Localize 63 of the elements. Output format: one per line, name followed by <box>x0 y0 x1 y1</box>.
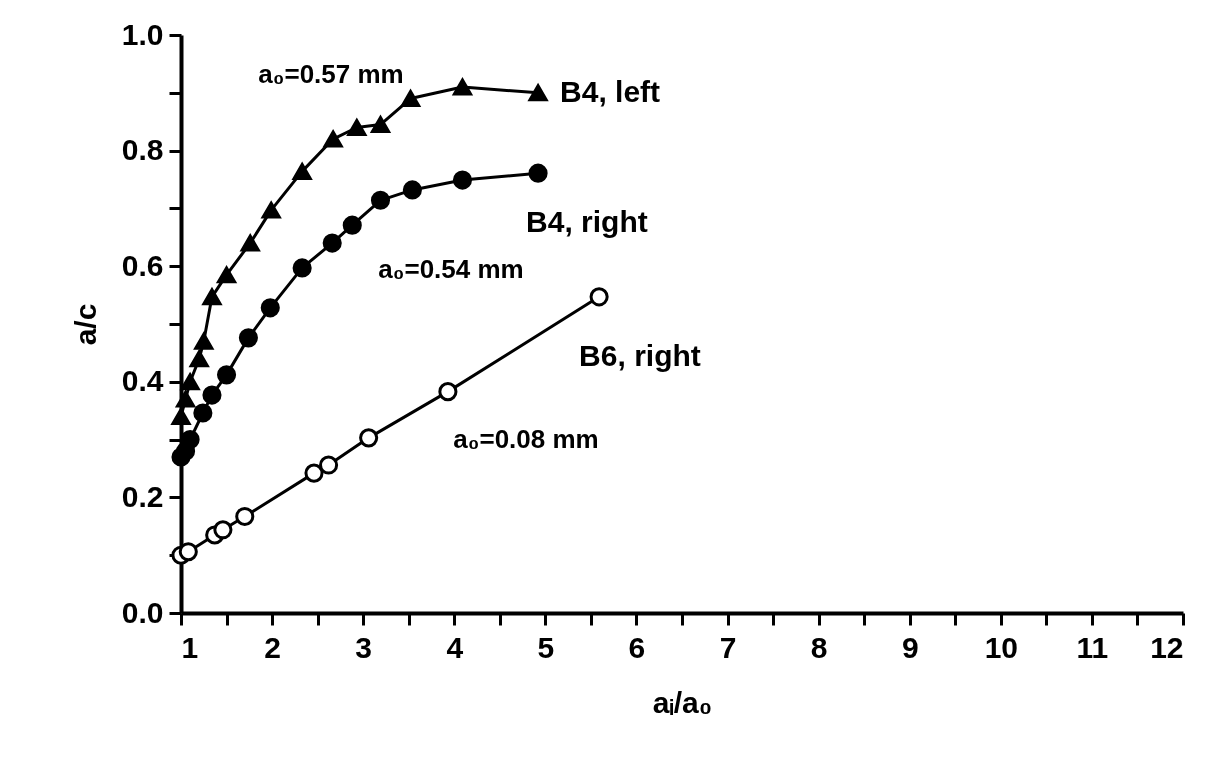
y-tick-label: 0.8 <box>121 133 164 167</box>
point <box>402 180 422 200</box>
point <box>370 190 391 210</box>
x-tick-label: 1 <box>181 630 199 664</box>
point <box>342 215 362 235</box>
point <box>589 287 609 307</box>
point <box>178 542 198 562</box>
x-tick-label: 9 <box>901 630 919 664</box>
y-tick-label: 0.4 <box>121 364 164 398</box>
point <box>370 116 391 134</box>
point <box>216 266 237 284</box>
point <box>240 234 260 252</box>
x-tick-label: 11 <box>1076 630 1109 664</box>
x-tick-label: 12 <box>1150 630 1184 664</box>
point <box>304 463 324 483</box>
series-label: B4, right <box>526 205 648 239</box>
series-label: B6, right <box>579 338 701 372</box>
point <box>193 403 213 423</box>
x-tick-label: 6 <box>628 630 646 664</box>
x-tick-label: 10 <box>984 630 1019 664</box>
y-axis-title: a/c <box>68 303 102 346</box>
point <box>261 201 281 219</box>
y-tick-label: 1.0 <box>121 17 164 51</box>
x-tick-label: 8 <box>810 630 828 664</box>
y-tick-label: 0.0 <box>121 595 164 629</box>
point <box>235 506 255 527</box>
x-axis-title: aᵢ/a₀ <box>652 685 713 719</box>
x-tick-label: 4 <box>446 630 464 664</box>
point <box>238 328 258 348</box>
point <box>260 298 280 318</box>
annotation: a₀=0.08 mm <box>453 424 599 454</box>
point <box>452 78 473 96</box>
x-tick-label: 7 <box>719 630 737 664</box>
x-tick-label: 3 <box>355 630 373 664</box>
x-tick-label: 5 <box>537 630 555 664</box>
point <box>202 385 222 405</box>
x-tick-label: 2 <box>264 630 281 664</box>
point <box>292 162 312 180</box>
point <box>171 408 191 425</box>
point <box>292 258 312 278</box>
point <box>175 390 196 408</box>
point <box>189 350 209 368</box>
annotation: a₀=0.54 mm <box>378 254 524 284</box>
point <box>347 119 367 136</box>
y-tick-label: 0.2 <box>121 479 164 513</box>
series-label: B4, left <box>560 74 661 108</box>
point <box>180 430 200 450</box>
point <box>194 332 214 350</box>
annotation: a₀=0.57 mm <box>258 59 404 89</box>
point <box>359 428 379 448</box>
point <box>452 170 473 190</box>
point <box>319 455 339 475</box>
point <box>216 365 237 385</box>
point <box>323 130 343 148</box>
point <box>400 90 421 108</box>
point <box>438 382 458 402</box>
point <box>213 520 233 540</box>
point <box>528 163 548 183</box>
point <box>180 373 200 391</box>
y-tick-label: 0.6 <box>121 248 164 282</box>
point <box>202 288 222 306</box>
point <box>528 84 548 102</box>
point <box>322 233 342 253</box>
